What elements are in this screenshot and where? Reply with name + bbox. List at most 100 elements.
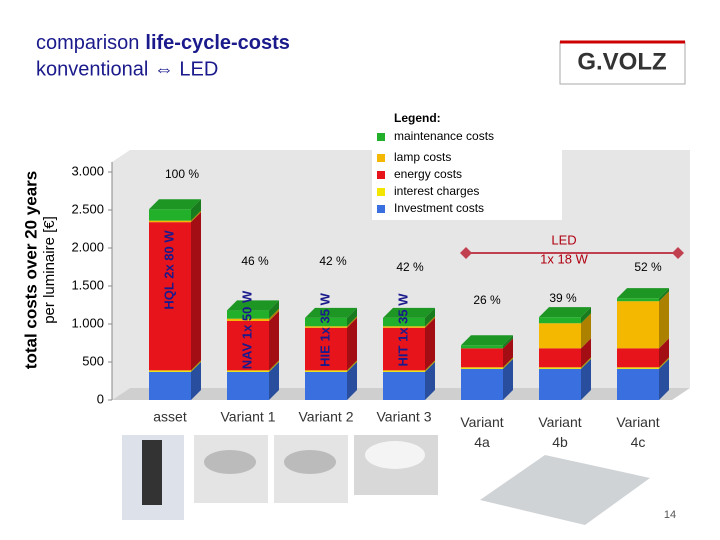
bar-segment-side <box>269 300 279 319</box>
bar-segment-side <box>191 210 201 223</box>
led-sublabel: 1x 18 W <box>540 251 588 266</box>
photo <box>204 450 256 474</box>
bar-segment-side <box>191 199 201 221</box>
legend-label: maintenance costs <box>394 129 494 143</box>
photo <box>365 441 425 469</box>
bar-segment-side <box>659 291 669 349</box>
bar-segment <box>617 298 659 302</box>
bar-segment <box>539 368 581 400</box>
bar-segment <box>383 370 425 372</box>
bar-segment <box>305 326 347 328</box>
percent-label: 42 % <box>319 254 347 268</box>
bar-segment-side <box>503 357 513 369</box>
bar-label: HQL 2x 80 W <box>161 230 176 310</box>
legend-label: Investment costs <box>394 201 484 215</box>
legend-swatch <box>377 154 385 162</box>
bar-segment-side <box>347 307 357 327</box>
x-tick-label: Variant 4c <box>616 414 659 450</box>
bar-segment-side <box>581 358 591 400</box>
legend-label: lamp costs <box>394 150 451 164</box>
bar-segment-side <box>347 361 357 400</box>
bar-segment <box>305 370 347 372</box>
bar-segment-side <box>425 316 435 328</box>
bar-segment <box>227 320 269 371</box>
photo <box>142 440 162 505</box>
bar-segment-side <box>191 360 201 372</box>
led-span-end <box>672 247 684 259</box>
bar-segment-side <box>503 358 513 400</box>
bar-segment <box>617 367 659 369</box>
bar-segment <box>539 317 581 324</box>
bar-segment-side <box>347 360 357 372</box>
x-tick-label: Variant 1 <box>221 409 276 425</box>
bar-segment-side <box>347 317 357 371</box>
bar-segment-side <box>581 357 591 369</box>
legend-label: energy costs <box>394 167 462 181</box>
title-bold: life-cycle-costs <box>145 32 290 54</box>
bar-segment <box>227 310 269 319</box>
y-tick-label: 1.500 <box>71 277 104 292</box>
x-tick-label: Variant 4b <box>538 414 581 450</box>
led-label: LED <box>551 232 576 247</box>
x-tick-label: Variant 2 <box>299 409 354 425</box>
logo: G.VOLZ <box>577 48 666 75</box>
bar-segment-side <box>659 338 669 368</box>
legend-swatch <box>377 188 385 196</box>
y-tick-label: 500 <box>82 353 104 368</box>
subtitle: konventional ⇔ LED <box>36 58 218 80</box>
bar-segment <box>383 371 425 400</box>
page-number: 14 <box>664 509 676 521</box>
bar-segment-side <box>659 357 669 369</box>
bar-segment <box>149 371 191 400</box>
bar-segment <box>305 317 347 327</box>
bar-segment <box>539 323 581 349</box>
photo <box>480 455 650 525</box>
bar-segment <box>227 370 269 372</box>
legend-title: Legend: <box>394 111 441 125</box>
x-tick-label: asset <box>153 409 187 425</box>
bar-segment-side <box>269 361 279 400</box>
bar-segment-side <box>425 361 435 400</box>
bar-segment-side <box>503 335 513 349</box>
bar-top <box>461 335 513 346</box>
bar-label: HIE 1x 35 W <box>317 292 332 366</box>
percent-label: 42 % <box>396 260 424 274</box>
title-lead: comparison <box>36 32 139 54</box>
bar-segment <box>149 370 191 372</box>
bar-segment-side <box>347 316 357 328</box>
bar-segment <box>383 326 425 328</box>
logo-box <box>559 41 686 85</box>
bar-label: NAV 1x 50 W <box>239 290 254 369</box>
y-tick-label: 2.000 <box>71 239 104 254</box>
bar-segment-side <box>581 338 591 368</box>
bar-segment <box>149 222 191 371</box>
bar-segment <box>617 348 659 368</box>
y-tick-label: 0 <box>97 391 104 406</box>
x-tick-label: Variant 3 <box>377 409 432 425</box>
bar-top <box>149 199 201 210</box>
bar-segment <box>461 368 503 400</box>
legend-swatch <box>377 133 385 141</box>
bar-segment-side <box>425 360 435 372</box>
bar-segment <box>461 345 503 349</box>
x-tick-label: Variant 4a <box>460 414 503 450</box>
legend-label: interest charges <box>394 184 479 198</box>
bar-top <box>617 288 669 299</box>
y-tick-label: 3.000 <box>71 163 104 178</box>
legend-box <box>372 112 562 220</box>
y-tick-label: 1.000 <box>71 315 104 330</box>
bar-segment-side <box>269 360 279 372</box>
bar-segment <box>149 209 191 221</box>
bar-segment-side <box>191 361 201 400</box>
percent-label: 26 % <box>473 293 501 307</box>
bar-segment <box>539 367 581 369</box>
bar-segment <box>149 220 191 223</box>
bar-segment <box>305 371 347 400</box>
bar-top <box>227 300 279 311</box>
legend-swatch <box>377 205 385 213</box>
percent-label: 39 % <box>549 291 577 305</box>
bar-segment <box>305 327 347 371</box>
photo <box>284 450 336 474</box>
bar-segment-side <box>191 212 201 371</box>
